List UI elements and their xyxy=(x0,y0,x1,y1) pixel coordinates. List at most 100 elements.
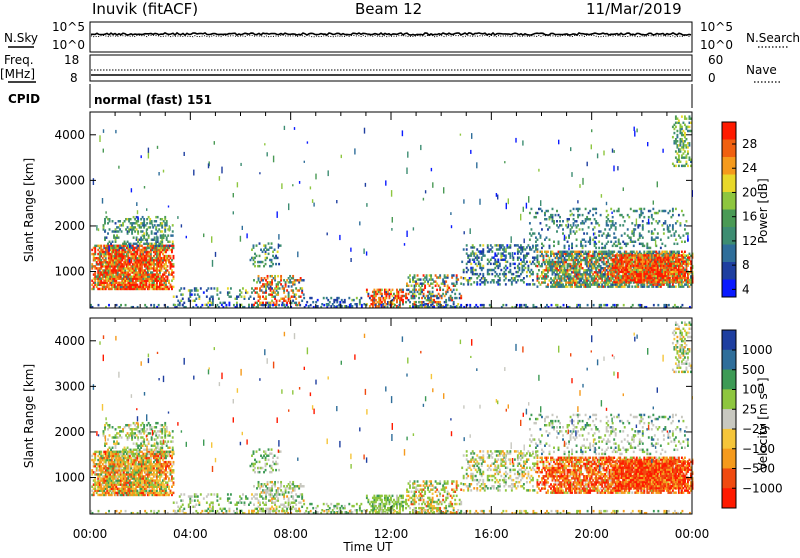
range-cell xyxy=(543,245,545,247)
range-cell xyxy=(536,255,538,257)
range-cell xyxy=(439,301,441,303)
range-cell xyxy=(198,295,200,297)
range-cell xyxy=(649,210,651,212)
range-cell xyxy=(664,245,666,247)
range-cell xyxy=(669,210,671,212)
range-cell xyxy=(151,243,153,245)
range-cell xyxy=(256,244,258,246)
range-cell xyxy=(118,236,120,238)
range-cell xyxy=(688,256,690,258)
range-cell xyxy=(392,289,394,291)
range-cell xyxy=(432,287,434,289)
range-cell xyxy=(592,214,594,216)
range-cell xyxy=(536,251,538,253)
range-cell xyxy=(470,263,472,265)
range-cell xyxy=(576,238,578,240)
range-cell xyxy=(524,267,526,269)
range-cell xyxy=(227,287,229,289)
range-cell xyxy=(484,254,486,256)
range-cell xyxy=(482,248,484,250)
range-cell xyxy=(643,208,645,210)
range-cell xyxy=(151,220,153,222)
range-cell xyxy=(664,210,666,212)
range-cell xyxy=(133,236,135,238)
range-cell xyxy=(197,289,199,291)
range-cell xyxy=(673,132,675,134)
range-cell xyxy=(491,273,493,275)
range-cell xyxy=(582,214,584,216)
range-cell xyxy=(457,303,459,305)
range-cell xyxy=(533,232,535,234)
range-cell xyxy=(527,252,529,254)
range-cell xyxy=(447,274,449,276)
range-cell xyxy=(676,140,678,142)
range-cell xyxy=(547,210,549,212)
range-cell xyxy=(469,304,471,306)
range-cell xyxy=(682,234,684,236)
range-cell xyxy=(547,283,549,285)
range-cell xyxy=(399,304,401,306)
range-cell xyxy=(553,245,555,247)
range-cell xyxy=(172,241,174,243)
range-cell xyxy=(409,274,411,276)
range-cell xyxy=(417,274,419,276)
range-cell xyxy=(109,218,111,220)
range-cell xyxy=(536,212,538,214)
range-cell xyxy=(679,222,681,224)
range-cell xyxy=(257,304,259,306)
range-cell xyxy=(466,248,468,250)
range-cell xyxy=(276,300,278,302)
range-cell xyxy=(115,222,117,224)
range-cell xyxy=(167,265,169,267)
range-cell xyxy=(176,295,178,297)
noise-panel xyxy=(90,22,692,52)
noise-right-tick-bottom: 10^0 xyxy=(700,38,733,52)
range-cell xyxy=(684,228,686,230)
range-cell xyxy=(679,236,681,238)
range-cell xyxy=(579,228,581,230)
range-cell xyxy=(415,295,417,297)
range-cell xyxy=(631,285,633,287)
range-cell xyxy=(161,230,163,232)
range-cell xyxy=(310,304,312,306)
range-cell xyxy=(500,269,502,271)
range-cell xyxy=(506,267,508,269)
range-cell xyxy=(274,249,276,251)
range-cell xyxy=(576,220,578,222)
range-cell xyxy=(685,220,687,222)
range-cell xyxy=(667,236,669,238)
range-cell xyxy=(514,267,516,269)
beam-title: Beam 12 xyxy=(355,0,422,18)
range-cell xyxy=(573,214,575,216)
range-cell xyxy=(345,305,347,307)
range-cell xyxy=(303,297,305,299)
range-cell xyxy=(669,230,671,232)
range-cell xyxy=(571,243,573,245)
range-cell xyxy=(606,304,608,306)
range-cell xyxy=(143,218,145,220)
range-cell xyxy=(491,250,493,252)
range-cell xyxy=(216,293,218,295)
range-cell xyxy=(469,259,471,261)
range-cell xyxy=(622,216,624,218)
range-cell xyxy=(423,304,425,306)
range-cell xyxy=(633,245,635,247)
range-cell xyxy=(526,275,528,277)
range-cell xyxy=(549,245,551,247)
range-cell xyxy=(675,285,677,287)
range-cell xyxy=(505,304,507,306)
range-cell xyxy=(514,252,516,254)
range-cell xyxy=(271,246,273,248)
range-cell xyxy=(473,246,475,248)
range-cell xyxy=(561,224,563,226)
range-cell xyxy=(613,210,615,212)
range-cell xyxy=(646,243,648,245)
range-cell xyxy=(330,297,332,299)
noise-sky-label: N.Sky xyxy=(4,31,38,45)
range-cell xyxy=(499,277,501,279)
range-cell xyxy=(256,255,258,257)
range-cell xyxy=(523,277,525,279)
range-cell xyxy=(487,244,489,246)
range-cell xyxy=(356,297,358,299)
range-cell xyxy=(509,263,511,265)
